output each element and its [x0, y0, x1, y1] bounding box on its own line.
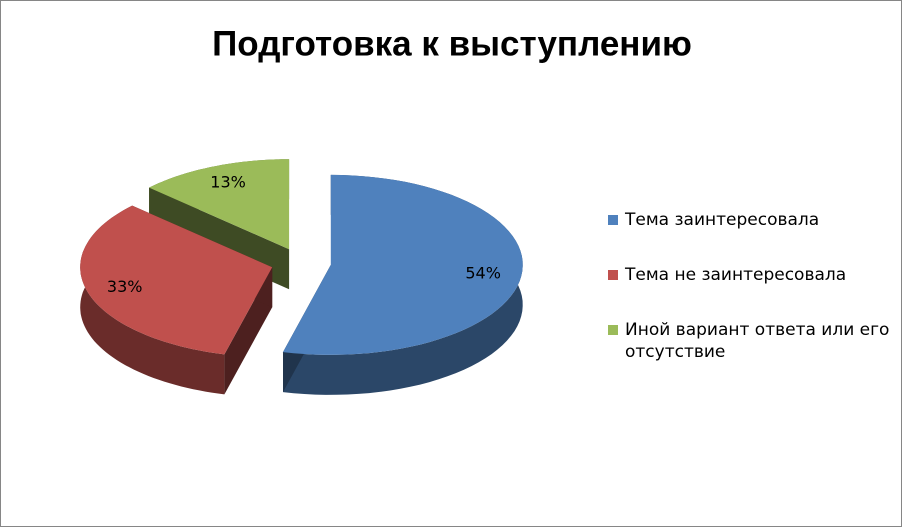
- legend-swatch: [608, 270, 618, 280]
- legend-label: Тема не заинтересовала: [625, 265, 847, 285]
- legend-item: Иной вариант ответа или его отсутствие: [608, 319, 893, 363]
- chart-title: Подготовка к выступлению: [212, 24, 692, 63]
- legend-swatch: [608, 325, 618, 335]
- slice-top: [80, 205, 273, 355]
- legend-label: Тема заинтересовала: [625, 210, 820, 230]
- slice: [80, 205, 273, 395]
- legend-swatch: [608, 215, 618, 225]
- legend-item: Тема не заинтересовала: [608, 264, 893, 286]
- slice-top: [149, 159, 290, 250]
- slice-top: [283, 174, 523, 355]
- value-label: 33%: [107, 277, 143, 296]
- value-label: 54%: [465, 263, 501, 282]
- legend-item: Тема заинтересовала: [608, 209, 893, 231]
- slice: [283, 174, 523, 395]
- legend-label: Иной вариант ответа или его отсутствие: [625, 320, 890, 362]
- legend: Тема заинтересовала Тема не заинтересовал…: [608, 209, 893, 396]
- value-label: 13%: [210, 173, 246, 192]
